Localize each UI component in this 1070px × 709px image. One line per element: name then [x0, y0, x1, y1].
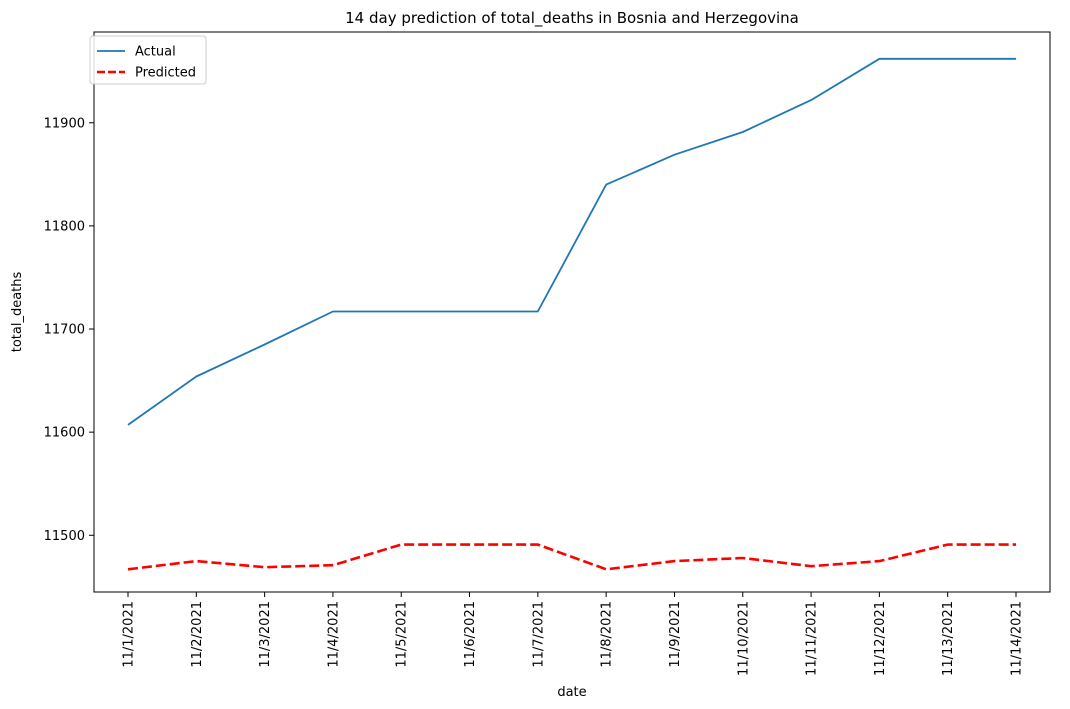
y-tick-label: 11700 — [44, 323, 85, 338]
x-tick-label: 11/4/2021 — [326, 601, 341, 668]
y-tick-label: 11800 — [44, 219, 85, 234]
x-tick-label: 11/12/2021 — [873, 601, 888, 676]
x-tick-label: 11/14/2021 — [1010, 601, 1025, 676]
legend-label-predicted: Predicted — [135, 66, 196, 81]
x-tick-label: 11/6/2021 — [463, 601, 478, 668]
legend-label-actual: Actual — [135, 45, 176, 60]
x-tick-label: 11/13/2021 — [941, 601, 956, 676]
x-tick-label: 11/11/2021 — [805, 601, 820, 676]
x-tick-label: 11/5/2021 — [395, 601, 410, 668]
x-tick-label: 11/2/2021 — [190, 601, 205, 668]
y-tick-label: 11600 — [44, 426, 85, 441]
y-axis: 11500 11600 11700 11800 11900 — [44, 116, 94, 544]
legend: Actual Predicted — [89, 35, 207, 85]
y-tick-label: 11500 — [44, 529, 85, 544]
series-group — [127, 57, 1016, 571]
x-tick-label: 11/3/2021 — [258, 601, 273, 668]
y-axis-label: total_deaths — [10, 272, 25, 353]
x-tick-label: 11/7/2021 — [531, 601, 546, 668]
plot-area — [93, 31, 1051, 593]
x-tick-label: 11/9/2021 — [668, 601, 683, 668]
y-tick-label: 11900 — [44, 116, 85, 131]
x-tick-label: 11/10/2021 — [736, 601, 751, 676]
series-line-actual — [127, 57, 1016, 426]
x-axis-label: date — [557, 685, 586, 700]
x-tick-label: 11/1/2021 — [122, 601, 137, 668]
chart-title: 14 day prediction of total_deaths in Bos… — [345, 9, 799, 28]
x-axis: 11/1/2021 11/2/2021 11/3/2021 11/4/2021 11/5… — [122, 592, 1025, 676]
x-tick-label: 11/8/2021 — [600, 601, 615, 668]
series-line-predicted — [127, 543, 1016, 571]
